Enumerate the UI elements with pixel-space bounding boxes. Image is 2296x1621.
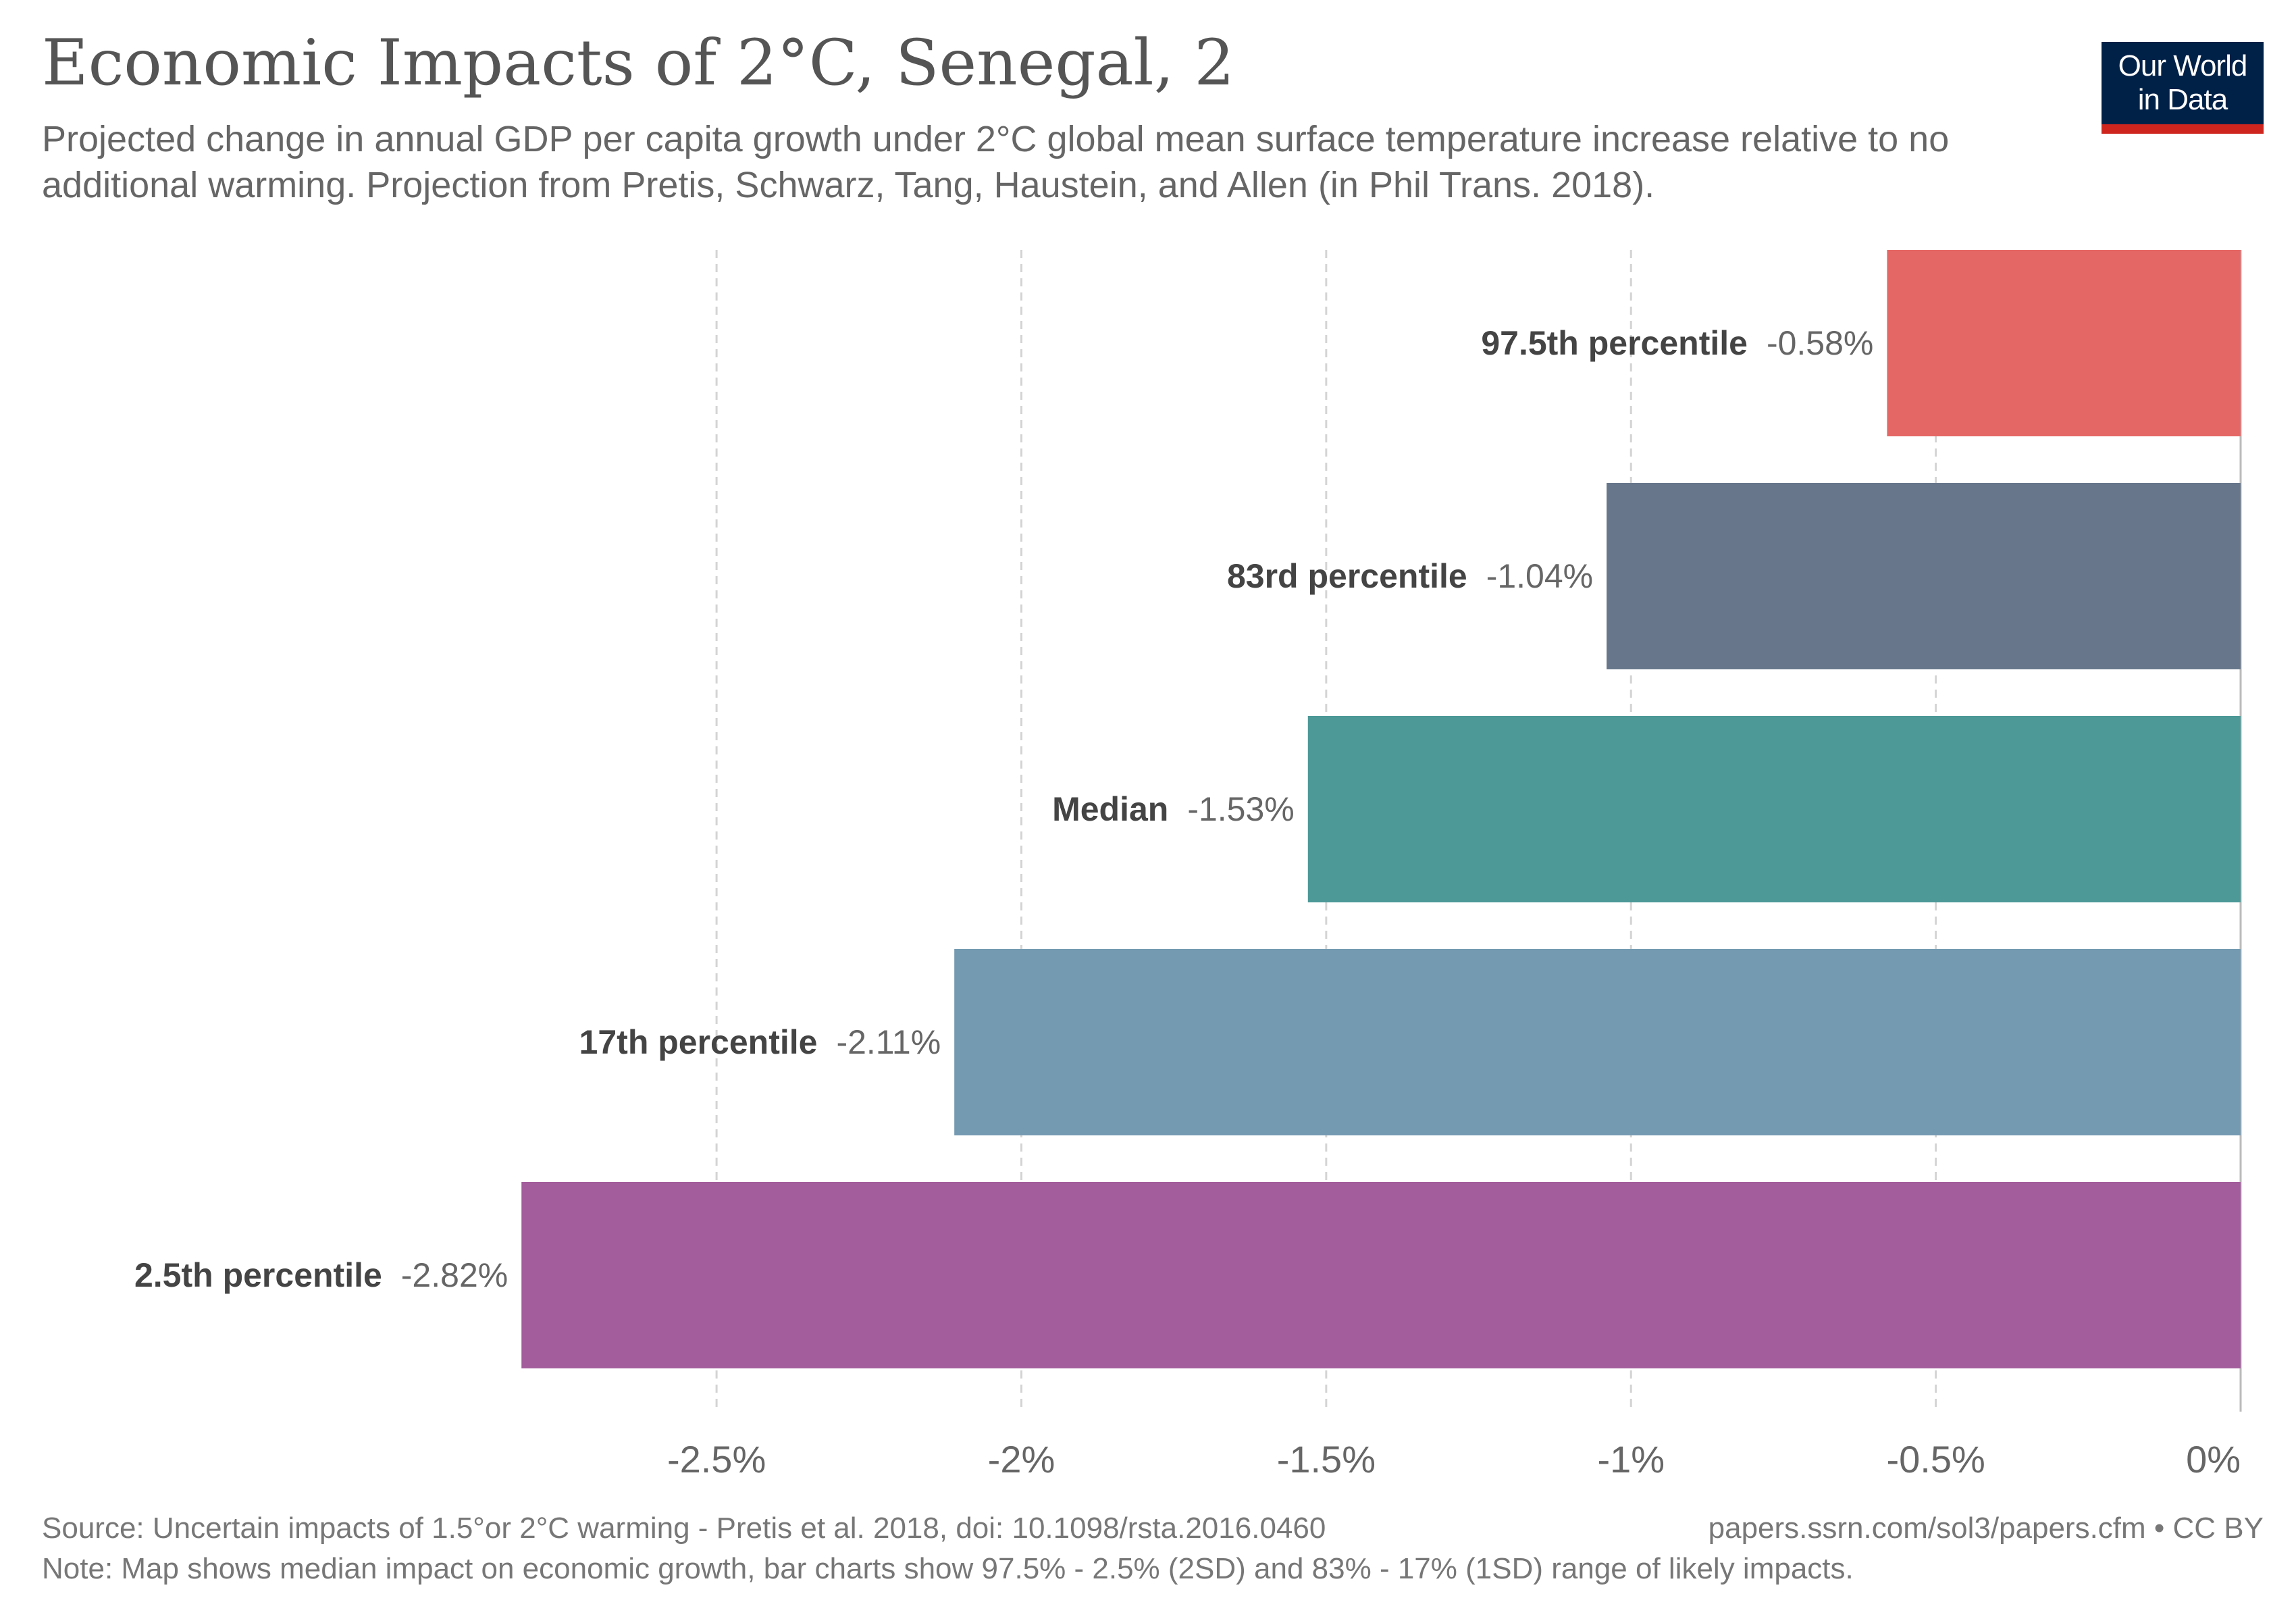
x-tick-label: -1.5% xyxy=(1277,1438,1376,1481)
bar-label: 83rd percentile -1.04% xyxy=(1227,557,1593,595)
category-label: 2.5th percentile xyxy=(134,1256,382,1294)
bar-labels: 97.5th percentile -0.58% 83rd percentile -1… xyxy=(134,324,1873,1294)
x-axis-ticks: -2.5% -2% -1.5% -1% -0.5% 0% xyxy=(667,1438,2241,1481)
chart-subtitle: Projected change in annual GDP per capit… xyxy=(42,119,1950,205)
logo-line-1: Our World xyxy=(2118,49,2248,82)
bar[interactable] xyxy=(1887,250,2241,436)
bar[interactable] xyxy=(1607,483,2241,669)
category-label: 17th percentile xyxy=(579,1023,818,1061)
value-label: -2.82% xyxy=(401,1256,508,1294)
bar[interactable] xyxy=(521,1182,2241,1368)
source-note: Source: Uncertain impacts of 1.5°or 2°C … xyxy=(42,1512,1326,1545)
bar[interactable] xyxy=(1307,716,2241,902)
value-label: -0.58% xyxy=(1767,324,1873,362)
bar-label: 2.5th percentile -2.82% xyxy=(134,1256,508,1294)
value-label: -2.11% xyxy=(836,1023,941,1061)
x-tick-label: 0% xyxy=(2186,1438,2241,1481)
x-tick-label: -0.5% xyxy=(1886,1438,1985,1481)
chart-title: Economic Impacts of 2°C, Senegal, 2 xyxy=(42,26,1235,100)
source-url[interactable]: papers.ssrn.com/sol3/papers.cfm • CC BY xyxy=(1708,1512,2264,1545)
category-label: 83rd percentile xyxy=(1227,557,1467,595)
value-label: -1.04% xyxy=(1486,557,1593,595)
category-label: 97.5th percentile xyxy=(1481,324,1748,362)
x-tick-label: -1% xyxy=(1597,1438,1665,1481)
bars xyxy=(521,250,2241,1368)
x-tick-label: -2.5% xyxy=(667,1438,766,1481)
bar-chart: 97.5th percentile -0.58% 83rd percentile -1… xyxy=(134,250,2242,1481)
owid-logo[interactable]: Our World in Data xyxy=(2102,42,2264,134)
bar[interactable] xyxy=(954,949,2241,1135)
logo-line-2: in Data xyxy=(2137,83,2228,116)
value-label: -1.53% xyxy=(1187,790,1294,828)
bar-label: Median -1.53% xyxy=(1052,790,1295,828)
category-label: Median xyxy=(1052,790,1168,828)
x-tick-label: -2% xyxy=(988,1438,1055,1481)
footnote: Note: Map shows median impact on economi… xyxy=(42,1552,1854,1585)
bar-label: 17th percentile -2.11% xyxy=(579,1023,941,1061)
bar-label: 97.5th percentile -0.58% xyxy=(1481,324,1873,362)
